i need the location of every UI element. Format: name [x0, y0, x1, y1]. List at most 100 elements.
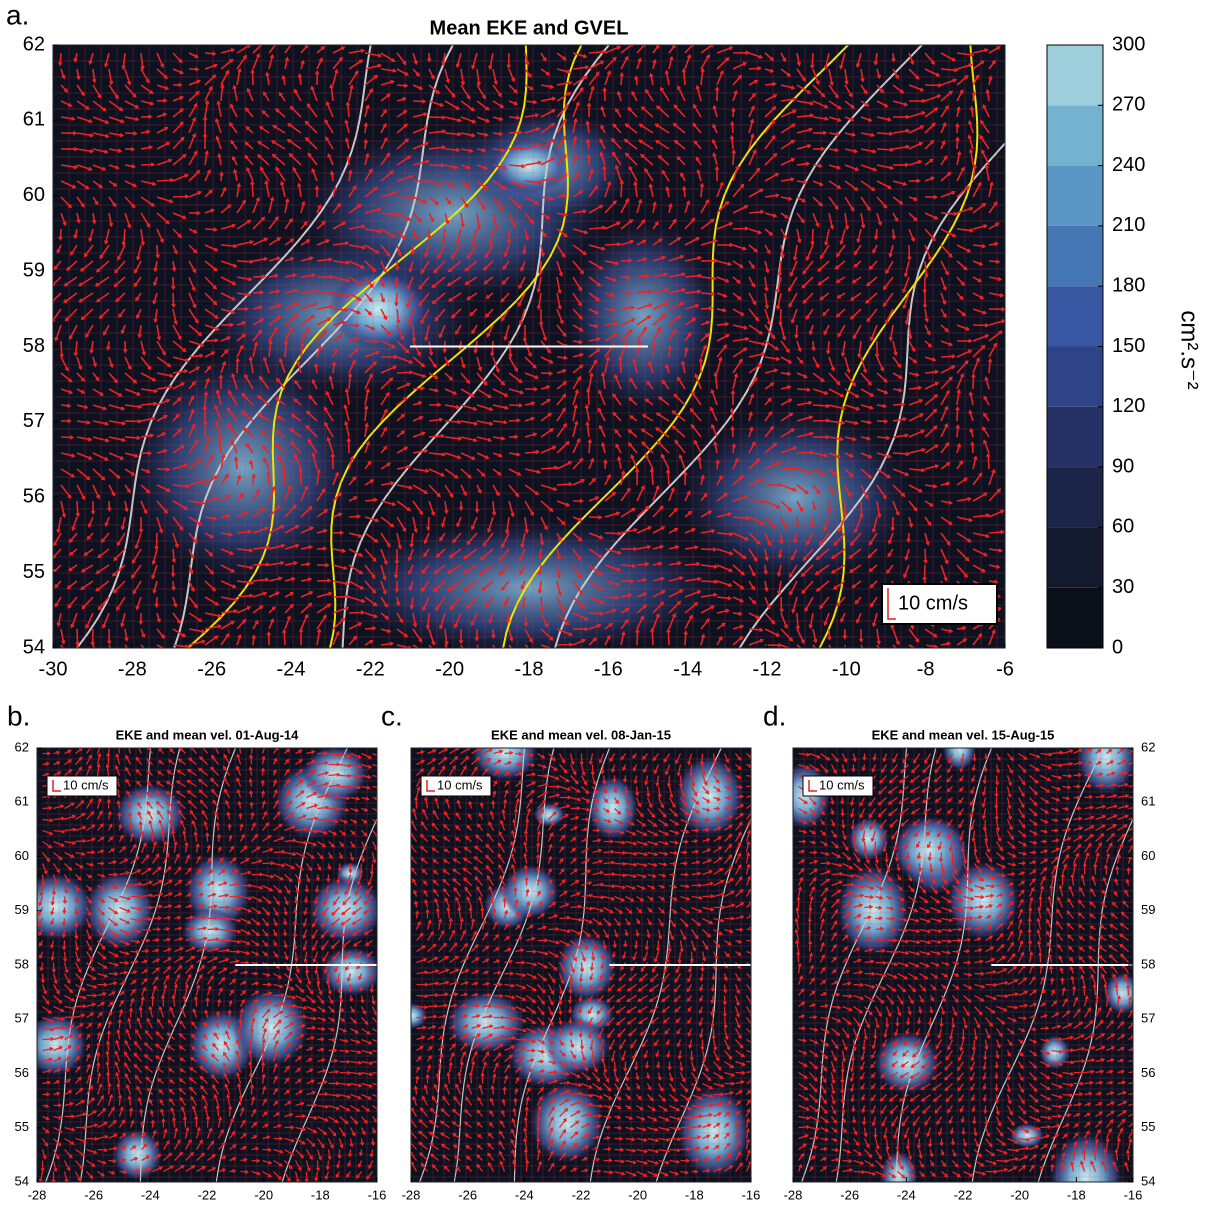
x-tick-label: -18 — [685, 1187, 704, 1202]
y-tick-label: 58 — [15, 956, 29, 971]
y-tick-label: 60 — [1141, 848, 1155, 863]
y-tick-label: 56 — [23, 486, 45, 508]
scale-label: 10 cm/s — [898, 592, 968, 614]
colorbar-tick-label: 0 — [1112, 636, 1123, 658]
colorbar-tick-label: 240 — [1112, 154, 1145, 176]
y-tick-label: 54 — [1141, 1173, 1155, 1188]
x-tick-label: -28 — [28, 1187, 47, 1202]
eddy — [84, 870, 155, 951]
x-tick-label: -22 — [356, 658, 385, 680]
colorbar-tick-label: 210 — [1112, 214, 1145, 236]
contour — [419, 748, 526, 1182]
scale-legend-box — [881, 583, 998, 625]
scale-arrow — [808, 780, 817, 792]
eddy — [847, 816, 890, 861]
y-tick-label: 61 — [23, 109, 45, 131]
x-tick-label: -16 — [742, 1187, 761, 1202]
colorbar-tick-label: 150 — [1112, 335, 1145, 357]
eddy — [1103, 972, 1133, 1015]
x-tick-label: -26 — [197, 658, 226, 680]
map-panel — [411, 748, 751, 1182]
x-tick-label: -24 — [897, 1187, 916, 1202]
colorbar-tick-label: 180 — [1112, 274, 1145, 296]
x-tick-label: -28 — [118, 658, 147, 680]
x-tick-label: -28 — [784, 1187, 803, 1202]
map-panel — [793, 748, 1133, 1182]
y-tick-label: 57 — [15, 1011, 29, 1026]
panel-title: EKE and mean vel. 15-Aug-15 — [872, 727, 1055, 742]
x-tick-label: -16 — [368, 1187, 387, 1202]
y-tick-label: 54 — [23, 636, 45, 658]
scale-legend-box — [802, 775, 874, 797]
y-tick-label: 57 — [1141, 1011, 1155, 1026]
y-tick-label: 62 — [15, 739, 29, 754]
colorbar-band — [1047, 406, 1103, 468]
x-tick-label: -20 — [435, 658, 464, 680]
contour — [554, 45, 923, 648]
colorbar-band — [1047, 527, 1103, 588]
scale-label: 10 cm/s — [819, 777, 865, 792]
x-tick-label: -12 — [753, 658, 782, 680]
velocity-arrows — [794, 748, 1133, 1179]
y-tick-label: 58 — [1141, 956, 1155, 971]
y-tick-label: 60 — [23, 184, 45, 206]
y-tick-label: 62 — [23, 33, 45, 55]
colorbar-label: cm².s⁻² — [1176, 310, 1203, 389]
contour — [513, 748, 611, 1182]
y-tick-label: 61 — [15, 794, 29, 809]
eddy — [1075, 748, 1133, 795]
y-tick-label: 59 — [23, 259, 45, 281]
eke-field — [123, 347, 364, 588]
contour — [895, 748, 993, 1182]
x-tick-label: -10 — [832, 658, 861, 680]
eddy — [529, 1081, 605, 1164]
scale-legend-box — [46, 775, 118, 797]
x-tick-label: -20 — [254, 1187, 273, 1202]
eddy — [1048, 1131, 1123, 1182]
colorbar-tick-label: 90 — [1112, 455, 1134, 477]
y-tick-label: 55 — [15, 1119, 29, 1134]
eddy — [445, 991, 526, 1054]
y-tick-label: 59 — [1141, 902, 1155, 917]
x-tick-label: -30 — [39, 658, 68, 680]
contour — [76, 45, 372, 648]
colorbar-band — [1047, 165, 1103, 226]
contour — [502, 45, 849, 648]
map-panel — [37, 748, 377, 1182]
panel-letter: b. — [7, 700, 30, 731]
contour — [738, 141, 1005, 648]
y-tick-label: 56 — [1141, 1065, 1155, 1080]
x-tick-label: -16 — [594, 658, 623, 680]
colorbar-band — [1047, 45, 1103, 106]
y-tick-label: 62 — [1141, 739, 1155, 754]
y-tick-label: 54 — [15, 1173, 29, 1188]
scale-label: 10 cm/s — [437, 777, 483, 792]
panel-letter: a. — [6, 0, 29, 30]
eddy — [676, 1086, 751, 1179]
contour — [801, 748, 908, 1182]
contour — [453, 748, 555, 1182]
x-tick-label: -8 — [917, 658, 935, 680]
x-tick-label: -24 — [277, 658, 306, 680]
y-tick-label: 57 — [23, 410, 45, 432]
y-tick-label: 56 — [15, 1065, 29, 1080]
x-tick-label: -18 — [515, 658, 544, 680]
colorbar-band — [1047, 587, 1103, 648]
colorbar-band — [1047, 286, 1103, 347]
eddy — [308, 875, 377, 944]
x-tick-label: -26 — [84, 1187, 103, 1202]
eddy — [411, 1002, 428, 1030]
colorbar-band — [1047, 105, 1103, 166]
panel-title: EKE and mean vel. 08-Jan-15 — [491, 727, 671, 742]
x-tick-label: -20 — [1010, 1187, 1029, 1202]
scale-arrow — [426, 780, 435, 792]
colorbar-tick-label: 60 — [1112, 516, 1134, 538]
eke-field — [675, 407, 916, 588]
eddy — [942, 748, 977, 771]
map-panel — [53, 45, 1005, 648]
y-tick-label: 55 — [23, 561, 45, 583]
colorbar-tick-label: 30 — [1112, 576, 1134, 598]
panel-title: Mean EKE and GVEL — [430, 17, 629, 39]
eddy — [945, 860, 1021, 941]
colorbar-band — [1047, 467, 1103, 528]
